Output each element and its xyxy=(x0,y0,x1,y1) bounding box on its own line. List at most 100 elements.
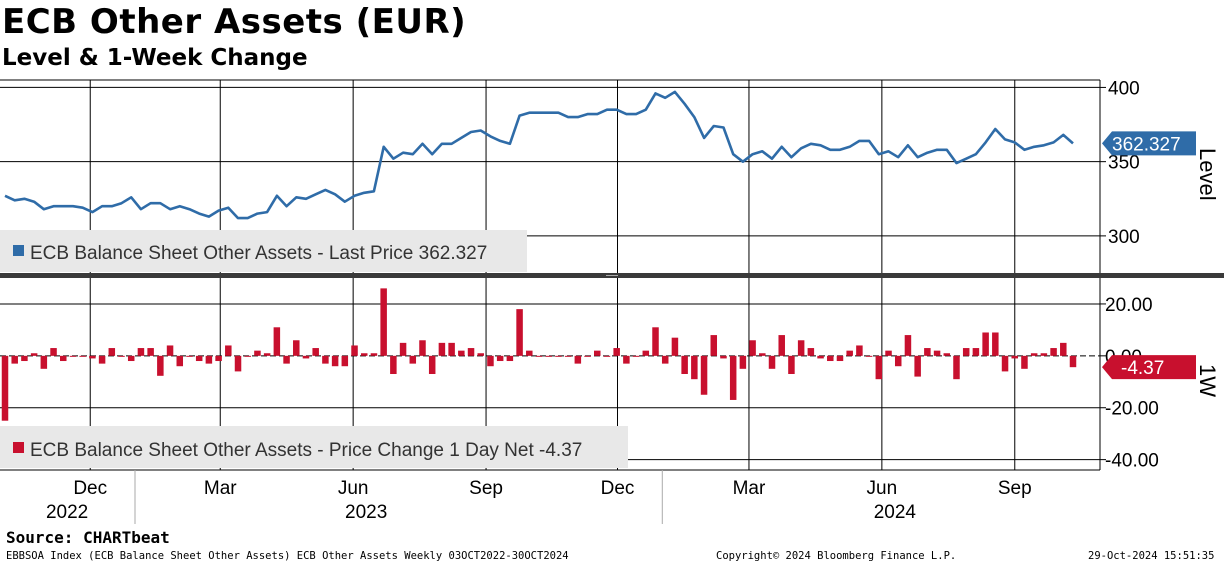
change-bar xyxy=(759,353,766,356)
change-bar xyxy=(244,355,251,357)
change-bar xyxy=(526,350,533,356)
change-bar xyxy=(254,350,261,356)
change-bar xyxy=(594,350,601,356)
change-bar xyxy=(60,355,67,362)
change-bar xyxy=(293,340,300,356)
change-bar xyxy=(1021,355,1028,369)
change-bar xyxy=(40,355,48,369)
change-legend-box xyxy=(0,426,628,468)
change-last-value: -4.37 xyxy=(1121,358,1164,379)
level-legend-text: ECB Balance Sheet Other Assets - Last Pr… xyxy=(30,243,487,264)
change-bar xyxy=(225,345,232,356)
change-bar xyxy=(409,355,417,364)
change-bar xyxy=(302,355,310,359)
x-tick-label: Mar xyxy=(204,478,237,499)
change-bar xyxy=(176,355,184,367)
footer-copyright: Copyright© 2024 Bloomberg Finance L.P. xyxy=(716,550,957,562)
level-axis-title: Level xyxy=(1195,148,1220,201)
change-bar xyxy=(331,355,339,367)
change-bar xyxy=(827,355,834,362)
change-bar xyxy=(846,350,853,356)
level-line xyxy=(4,90,1074,220)
change-bar xyxy=(11,355,18,364)
x-tick-label: Jun xyxy=(867,478,898,499)
change-bar xyxy=(118,355,125,357)
change-axis-title: 1W xyxy=(1195,364,1220,397)
change-bar xyxy=(642,350,650,356)
change-bar xyxy=(555,355,562,357)
level-legend-box xyxy=(0,230,527,272)
change-bar xyxy=(477,353,484,356)
change-bar xyxy=(496,355,504,362)
change-bar xyxy=(108,348,116,356)
change-bar xyxy=(1001,355,1009,372)
change-bar xyxy=(817,355,824,359)
change-bar xyxy=(205,355,213,364)
change-bar xyxy=(506,355,514,362)
change-bar xyxy=(438,342,446,356)
change-bar xyxy=(632,355,640,357)
change-bar xyxy=(865,355,873,357)
x-tick-label: Jun xyxy=(338,478,369,499)
change-bar xyxy=(788,355,795,374)
change-bar xyxy=(157,355,164,376)
change-bar xyxy=(21,355,28,362)
change-bar xyxy=(1050,348,1057,356)
change-bar xyxy=(545,355,552,357)
change-bar xyxy=(623,355,630,364)
change-bar xyxy=(836,355,844,362)
change-bar xyxy=(661,355,669,364)
level-legend-swatch xyxy=(13,245,24,256)
change-bar xyxy=(720,355,727,359)
change-bar xyxy=(1040,353,1048,356)
change-bar xyxy=(147,348,154,356)
change-bar xyxy=(729,355,737,400)
change-bar xyxy=(1030,353,1038,356)
year-label: 2022 xyxy=(46,502,88,523)
x-tick-label: Dec xyxy=(601,478,635,499)
change-tick-label: -40.00 xyxy=(1105,451,1159,472)
change-bar xyxy=(467,348,475,356)
change-bar xyxy=(739,355,747,369)
change-bar xyxy=(807,348,815,356)
change-bar xyxy=(691,355,698,380)
change-bar xyxy=(613,348,620,356)
change-tick-label: -20.00 xyxy=(1105,399,1159,420)
change-bar xyxy=(671,337,679,356)
change-bar xyxy=(797,340,805,356)
change-bar xyxy=(1011,355,1018,359)
change-bar xyxy=(30,353,38,356)
change-bars xyxy=(1,288,1077,421)
change-bar xyxy=(137,348,145,356)
change-bar xyxy=(953,355,960,380)
level-panel-grid xyxy=(0,79,1106,470)
change-bar xyxy=(166,345,174,356)
change-bar xyxy=(681,355,688,374)
change-bar xyxy=(428,355,436,374)
change-bar xyxy=(875,355,883,380)
change-bar xyxy=(516,309,523,356)
change-bar xyxy=(399,342,407,356)
change-bar xyxy=(448,342,455,356)
change-tick-label: 20.00 xyxy=(1105,295,1153,316)
change-bar xyxy=(487,355,494,367)
change-bar xyxy=(535,355,543,357)
change-bar xyxy=(69,355,77,357)
change-bar xyxy=(574,355,582,364)
level-tick-label: 350 xyxy=(1108,153,1140,174)
change-bar xyxy=(700,355,708,395)
x-tick-label: Sep xyxy=(998,478,1032,499)
footer-timestamp: 29-Oct-2024 15:51:35 xyxy=(1088,550,1215,562)
year-label: 2024 xyxy=(874,502,917,523)
change-bar xyxy=(273,327,281,356)
change-bar xyxy=(710,335,718,356)
x-tick-label: Sep xyxy=(469,478,503,499)
level-last-value-flag: 362.327 xyxy=(1102,131,1196,156)
change-bar xyxy=(341,355,349,367)
change-bar xyxy=(283,355,290,364)
change-bar xyxy=(603,355,611,357)
x-tick-label: Mar xyxy=(733,478,766,499)
change-bar xyxy=(652,327,659,356)
change-bar xyxy=(195,355,203,362)
